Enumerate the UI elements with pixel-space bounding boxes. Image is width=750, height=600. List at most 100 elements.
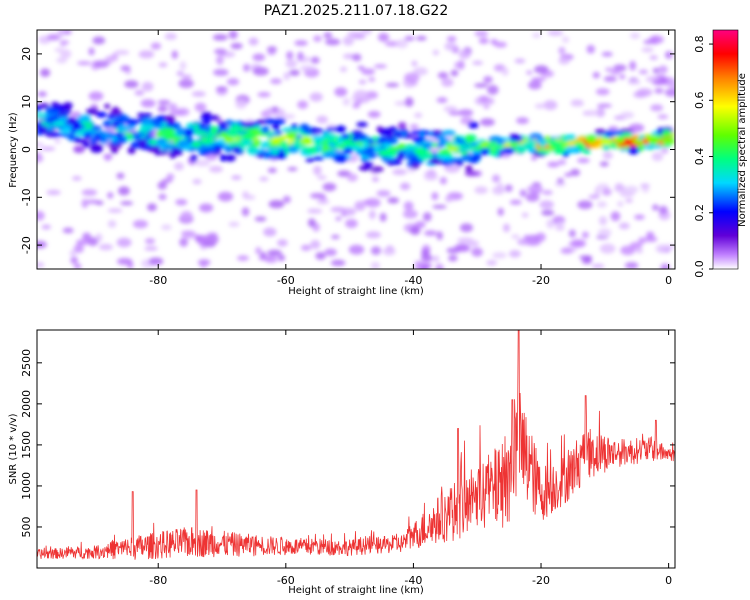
spectrogram-noise-blob	[641, 185, 650, 193]
spectrogram-noise-blob	[107, 192, 114, 199]
spectrogram-noise-blob	[334, 87, 348, 97]
spectrogram-noise-blob	[158, 193, 167, 201]
spectrogram-noise-blob	[194, 102, 207, 112]
spectrogram-ridge-blob	[522, 141, 535, 150]
spectrogram-ridge-blob	[160, 127, 175, 134]
spectrogram-ridge-blob	[553, 146, 566, 155]
spectrogram-noise-blob	[134, 89, 145, 96]
spectrogram-noise-blob	[360, 30, 373, 35]
spectrogram-ridge-blob	[472, 153, 482, 161]
spectrogram-noise-blob	[60, 49, 72, 59]
spectrogram-noise-blob	[652, 67, 660, 74]
spectrogram-ridge-blob	[441, 130, 456, 137]
spectrogram-noise-blob	[370, 246, 382, 255]
spectrogram-noise-blob	[352, 53, 362, 62]
spectrogram-noise-blob	[422, 212, 432, 222]
spectrogram-noise-blob	[564, 172, 573, 177]
spectrogram-noise-blob	[610, 211, 621, 222]
spectrogram-noise-blob	[458, 49, 471, 60]
spectrogram-ridge-blob	[125, 118, 139, 126]
spectrogram-noise-blob	[228, 221, 240, 227]
spectrogram-noise-blob	[203, 241, 216, 248]
y-tick-label: 2000	[20, 390, 33, 418]
spectrogram-noise-blob	[178, 78, 194, 89]
spectrogram-noise-blob	[268, 199, 285, 209]
spectrogram-ridge-blob	[193, 130, 207, 135]
spectrogram-noise-blob	[643, 39, 655, 45]
spectrogram-noise-blob	[368, 209, 376, 220]
spectrogram-noise-blob	[399, 182, 411, 191]
spectrogram-noise-blob	[454, 243, 470, 252]
spectrogram-noise-blob	[214, 48, 227, 55]
spectrogram-noise-blob	[557, 221, 564, 230]
spectrogram-ridge-blob	[102, 120, 112, 128]
spectrogram-noise-blob	[282, 195, 291, 204]
spectrogram-ridge-blob	[334, 125, 347, 133]
spectrogram-noise-blob	[257, 91, 271, 98]
spectrogram-ridge-blob	[324, 132, 337, 139]
spectrogram-ridge-blob	[585, 135, 597, 143]
spectrogram-ridge-blob	[206, 143, 215, 149]
spectrogram-ridge-blob	[549, 145, 557, 150]
spectrogram-noise-blob	[385, 82, 400, 88]
spectrogram-noise-blob	[596, 103, 612, 108]
spectrogram-noise-blob	[346, 173, 358, 182]
spectrogram-noise-blob	[107, 208, 123, 213]
spectrogram-noise-blob	[519, 189, 527, 197]
spectrogram-noise-blob	[603, 75, 617, 82]
spectrogram-noise-blob	[175, 198, 188, 206]
spectrogram-noise-blob	[116, 172, 125, 180]
spectrogram-ridge-blob	[510, 134, 523, 143]
spectrogram-noise-blob	[432, 255, 440, 263]
spectrogram-ridge-blob	[361, 148, 374, 157]
spectrogram-noise-blob	[150, 42, 162, 50]
spectrogram-ridge-blob	[290, 128, 303, 133]
spectrogram-noise-blob	[613, 64, 627, 72]
spectrogram-noise-blob	[264, 255, 278, 264]
spectrogram-ridge-blob	[112, 106, 119, 115]
spectrogram-noise-blob	[235, 99, 247, 110]
spectrogram-ridge-blob	[161, 121, 168, 127]
spectrogram-noise-blob	[87, 237, 99, 247]
spectrogram-noise-blob	[141, 81, 154, 92]
spectrogram-noise-blob	[414, 112, 423, 118]
spectrogram-noise-blob	[649, 55, 658, 60]
spectrogram-noise-blob	[212, 34, 228, 41]
spectrogram-noise-blob	[226, 78, 240, 86]
spectrogram-noise-blob	[450, 69, 459, 77]
spectrogram-noise-blob	[252, 66, 269, 76]
spectrogram-noise-blob	[73, 263, 82, 269]
spectrogram-ridge-blob	[387, 159, 395, 166]
spectrogram-ridge-blob	[428, 158, 443, 165]
spectrogram-ridge-blob	[616, 137, 625, 144]
spectrogram-noise-blob	[627, 79, 641, 85]
spectrogram-noise-blob	[577, 200, 593, 210]
spectrogram-noise-blob	[541, 209, 555, 216]
spectrogram-ridge-blob	[46, 125, 54, 132]
spectrogram-noise-blob	[602, 151, 613, 160]
spectrogram-noise-blob	[439, 176, 448, 185]
spectrogram-ridge-blob	[464, 170, 479, 177]
spectrogram-ridge-blob	[104, 103, 111, 109]
spectrogram-noise-blob	[330, 206, 346, 213]
spectrogram-noise-blob	[638, 237, 646, 244]
spectrogram-noise-blob	[316, 115, 328, 124]
spectrogram-noise-blob	[322, 182, 337, 192]
spectrogram-ridge-blob	[125, 125, 134, 130]
spectrogram-noise-blob	[310, 56, 320, 64]
spectrogram-ridge-blob	[102, 131, 111, 139]
spectrogram-ridge-blob	[271, 123, 280, 131]
spectrogram-ridge-blob	[299, 136, 313, 145]
spectrogram-noise-blob	[619, 73, 626, 80]
spectrogram-ridge-blob	[396, 153, 405, 160]
spectrogram-noise-blob	[117, 257, 133, 266]
spectrogram-noise-blob	[379, 212, 387, 222]
spectrogram-ridge-blob	[305, 146, 319, 154]
spectrogram-noise-blob	[413, 67, 428, 76]
spectrogram-noise-blob	[194, 159, 211, 167]
spectrogram-y-label: Frequency (Hz)	[8, 112, 19, 188]
spectrogram-ridge-blob	[461, 154, 473, 162]
spectrogram-ridge-blob	[495, 138, 506, 145]
spectrogram-noise-blob	[636, 88, 653, 97]
spectrogram-noise-blob	[231, 175, 242, 180]
